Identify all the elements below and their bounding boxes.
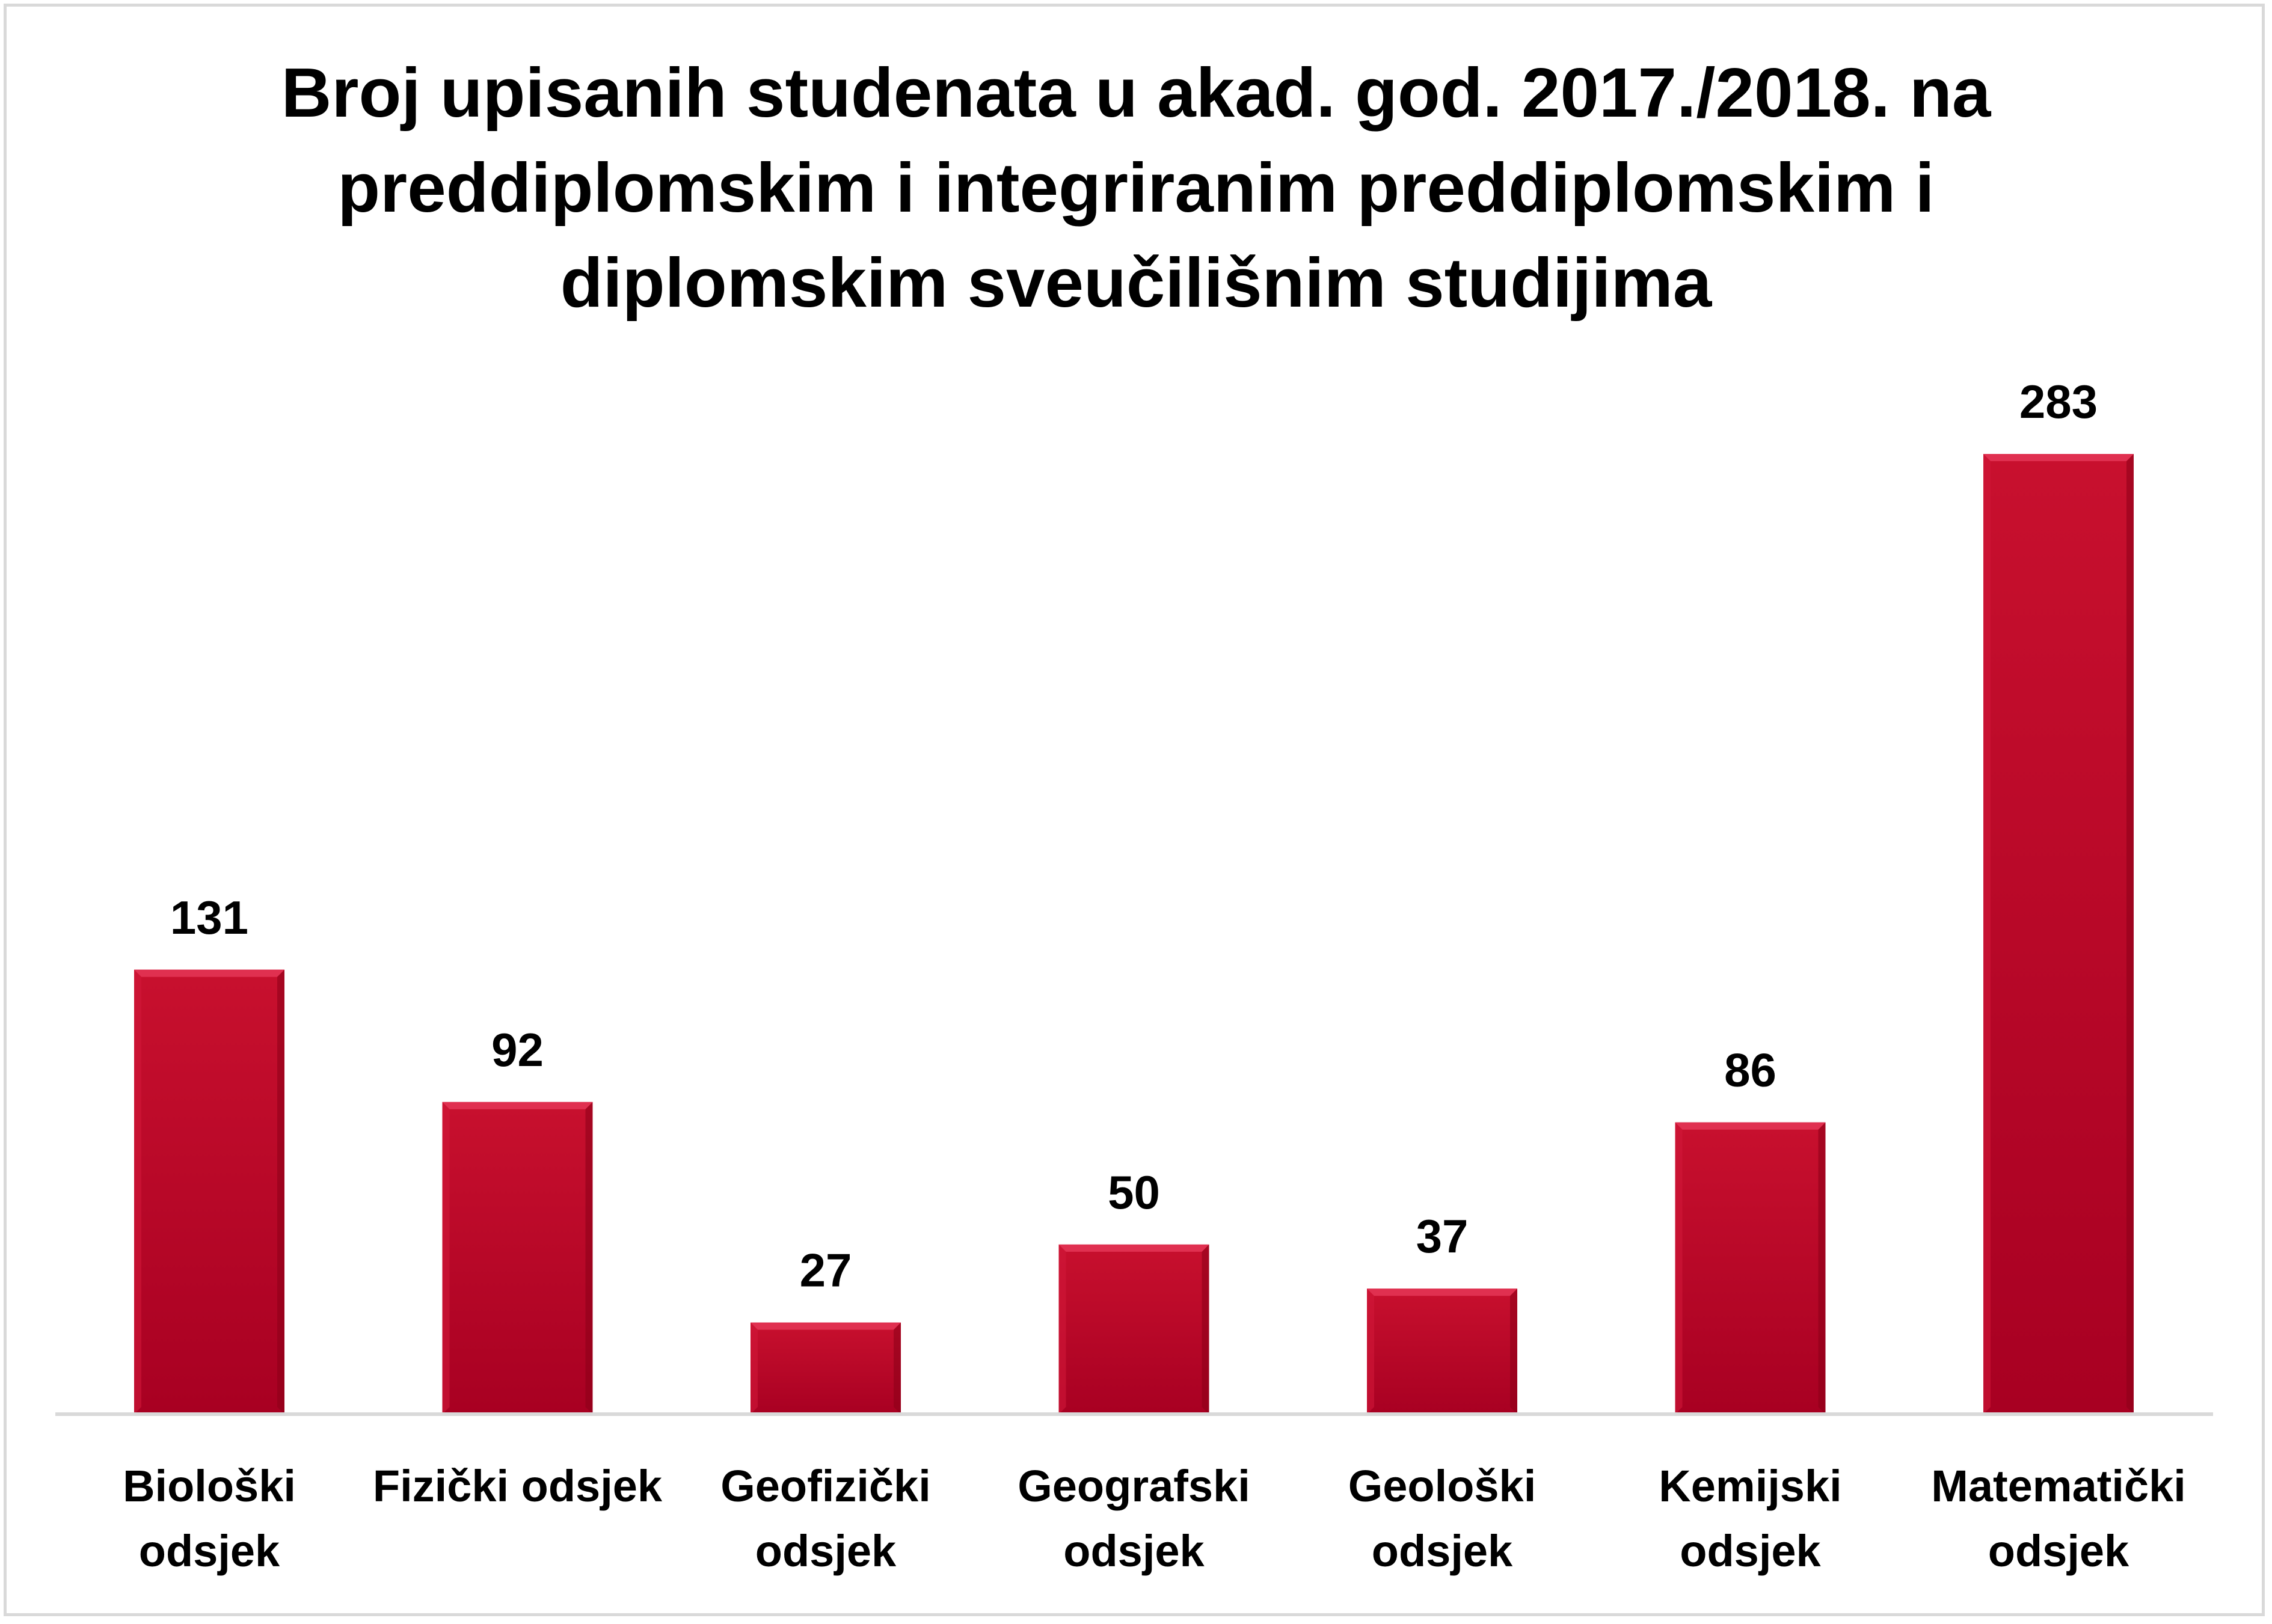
bar-bevel-left <box>751 1322 758 1414</box>
bar-7 <box>1983 454 2134 1414</box>
bar-bevel-left <box>134 969 141 1414</box>
bar-bevel-top <box>442 1102 593 1109</box>
category-label-line: odsjek <box>755 1526 897 1576</box>
category-label-line: Biološki <box>123 1461 296 1511</box>
category-label-4: Geografski odsjek <box>1018 1461 1250 1576</box>
bar-bevel-right <box>585 1102 593 1414</box>
bar-body <box>442 1102 593 1414</box>
chart-title-line-3: diplomskim sveučilišnim studijima <box>560 244 1712 322</box>
category-label-line: Kemijski <box>1659 1461 1841 1511</box>
bar-body <box>1675 1122 1826 1414</box>
bar-body <box>1983 454 2134 1414</box>
chart-title-line-1: Broj upisanih studenata u akad. god. 201… <box>281 54 1991 132</box>
bar-1 <box>134 969 284 1414</box>
bar-2 <box>442 1102 593 1414</box>
category-label-3: Geofizički odsjek <box>720 1461 931 1576</box>
bar-bevel-top <box>751 1322 901 1330</box>
data-label-2: 92 <box>491 1023 544 1076</box>
bar-bevel-right <box>1202 1244 1209 1414</box>
category-label-line: odsjek <box>1680 1526 1821 1576</box>
bar-bevel-right <box>1818 1122 1826 1414</box>
bar-bevel-right <box>1510 1288 1517 1414</box>
bar-bevel-left <box>442 1102 450 1414</box>
category-label-line: Geofizički <box>720 1461 931 1511</box>
bar-bevel-right <box>894 1322 901 1414</box>
category-label-2: Fizički odsjek <box>373 1461 663 1511</box>
bar-bevel-top <box>1367 1288 1517 1296</box>
bars-layer <box>134 454 2134 1414</box>
category-label-line: odsjek <box>1988 1526 2129 1576</box>
bar-bevel-right <box>277 969 284 1414</box>
category-label-line: Geografski <box>1018 1461 1250 1511</box>
bar-bevel-right <box>2126 454 2134 1414</box>
data-label-4: 50 <box>1108 1166 1160 1219</box>
category-label-line: odsjek <box>1063 1526 1205 1576</box>
category-label-7: Matematički odsjek <box>1931 1461 2186 1576</box>
bar-bevel-left <box>1058 1244 1066 1414</box>
category-label-line: odsjek <box>139 1526 280 1576</box>
bar-body <box>751 1322 901 1414</box>
bar-body <box>1058 1244 1209 1414</box>
data-label-3: 27 <box>800 1244 852 1297</box>
category-label-1: Biološki odsjek <box>123 1461 296 1576</box>
chart-title-line-2: preddiplomskim i integriranim preddiplom… <box>337 149 1935 227</box>
data-label-5: 37 <box>1416 1210 1469 1263</box>
bar-bevel-left <box>1675 1122 1683 1414</box>
bar-4 <box>1058 1244 1209 1414</box>
data-label-1: 131 <box>170 891 248 944</box>
bar-bevel-top <box>1058 1244 1209 1252</box>
bar-bevel-left <box>1367 1288 1374 1414</box>
category-label-line: odsjek <box>1372 1526 1513 1576</box>
chart-title: Broj upisanih studenata u akad. god. 201… <box>120 45 2152 330</box>
bar-3 <box>751 1322 901 1414</box>
category-label-6: Kemijski odsjek <box>1659 1461 1841 1576</box>
bar-body <box>134 969 284 1414</box>
data-label-7: 283 <box>2019 375 2098 428</box>
category-label-line: Geološki <box>1348 1461 1537 1511</box>
bar-bevel-top <box>134 969 284 977</box>
category-label-line: Matematički <box>1931 1461 2186 1511</box>
labels-layer: 131 Biološki odsjek 92 Fizički odsjek 27 Geofi… <box>123 375 2186 1576</box>
bar-body <box>1367 1288 1517 1414</box>
bar-6 <box>1675 1122 1826 1414</box>
bar-bevel-top <box>1675 1122 1826 1130</box>
category-label-line: Fizički odsjek <box>373 1461 663 1511</box>
data-label-6: 86 <box>1724 1044 1776 1097</box>
bar-bevel-left <box>1983 454 1991 1414</box>
bar-bevel-top <box>1983 454 2134 461</box>
bar-5 <box>1367 1288 1517 1414</box>
category-label-5: Geološki odsjek <box>1348 1461 1537 1576</box>
